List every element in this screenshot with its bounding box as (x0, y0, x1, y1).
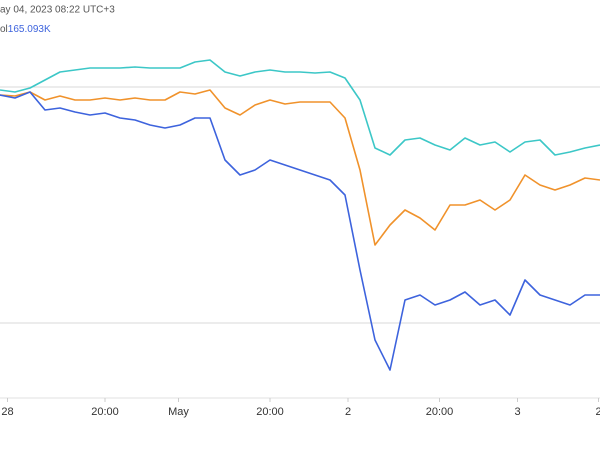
line-series (0, 89, 600, 246)
x-tick-label: 20:00 (256, 406, 284, 418)
x-tick-label: 28 (1, 406, 13, 418)
volume-label-text: ol (0, 24, 8, 35)
x-tick-label: 20:00 (91, 406, 119, 418)
volume-label: ol165.093K (0, 24, 51, 35)
line-series (0, 59, 600, 156)
x-tick-label: 2 (595, 406, 600, 418)
x-tick-label: 2 (345, 406, 351, 418)
x-tick-label: 20:00 (426, 406, 454, 418)
line-series (0, 91, 600, 371)
date-label: ay 04, 2023 08:22 UTC+3 (0, 5, 115, 16)
x-tick-label: May (168, 406, 189, 418)
x-tick-label: 3 (514, 406, 520, 418)
volume-value: 165.093K (8, 24, 51, 35)
